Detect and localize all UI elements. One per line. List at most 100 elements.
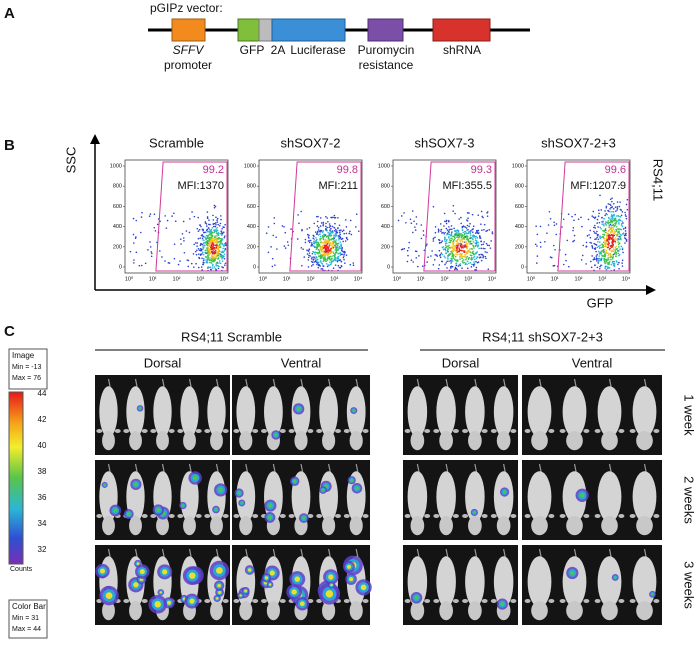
paw: [343, 514, 350, 518]
event-dot: [612, 223, 615, 226]
event-dot: [319, 217, 322, 219]
mouse-body: [597, 471, 622, 523]
event-dot: [596, 266, 599, 269]
mouse-head: [102, 601, 115, 621]
event-dot: [480, 247, 482, 250]
signal: [570, 570, 575, 576]
event-dot: [466, 242, 468, 245]
event-dot: [441, 253, 444, 256]
event-dot: [460, 243, 463, 246]
event-dot: [539, 241, 542, 244]
event-dot: [312, 242, 315, 244]
mouse-image: [95, 460, 230, 540]
event-dot: [468, 248, 471, 250]
event-dot: [624, 230, 627, 232]
mouse-body: [153, 386, 172, 438]
event-dot: [334, 244, 337, 246]
mouse-head: [410, 601, 425, 621]
event-dot: [450, 250, 452, 253]
event-dot: [321, 253, 323, 256]
event-dot: [607, 220, 610, 222]
event-dot: [459, 234, 461, 237]
mouse-body: [527, 556, 552, 608]
event-dot: [182, 220, 185, 223]
event-dot: [461, 267, 463, 270]
event-dot: [612, 214, 615, 217]
signal: [159, 591, 162, 594]
paw: [362, 429, 369, 433]
event-dot: [214, 230, 216, 232]
event-dot: [219, 222, 222, 225]
event-dot: [207, 250, 209, 253]
event-dot: [319, 255, 322, 257]
event-dot: [183, 239, 185, 242]
event-dot: [572, 240, 574, 243]
event-dot: [599, 235, 601, 238]
event-dot: [331, 255, 333, 257]
event-dot: [472, 238, 474, 241]
event-dot: [320, 249, 323, 252]
event-dot: [620, 214, 623, 217]
event-dot: [215, 255, 217, 258]
event-dot: [207, 230, 209, 233]
event-dot: [317, 229, 320, 231]
gfp-box: [237, 18, 260, 42]
event-dot: [223, 257, 226, 260]
row-label: 3 weeks: [682, 561, 697, 609]
event-dot: [334, 264, 337, 266]
event-dot: [219, 241, 222, 244]
event-dot: [334, 222, 336, 225]
event-dot: [596, 218, 599, 221]
event-dot: [597, 215, 600, 217]
event-dot: [197, 230, 200, 233]
event-dot: [474, 239, 477, 242]
event-dot: [319, 225, 322, 227]
event-dot: [450, 233, 453, 236]
mouse-body: [632, 386, 657, 438]
event-dot: [219, 243, 221, 245]
mouse-body: [236, 556, 256, 608]
event-dot: [326, 217, 329, 219]
event-dot: [562, 263, 565, 266]
event-dot: [463, 251, 465, 253]
event-dot: [219, 232, 222, 235]
event-dot: [214, 222, 217, 224]
event-dot: [476, 244, 478, 246]
event-dot: [221, 260, 224, 262]
event-dot: [446, 267, 448, 269]
event-dot: [139, 231, 142, 234]
event-dot: [485, 230, 487, 233]
event-dot: [472, 256, 475, 259]
color-bar-tick: 38: [38, 467, 47, 476]
x-tick-label: 10³: [196, 276, 204, 282]
event-dot: [314, 251, 317, 253]
paw: [462, 599, 469, 603]
event-dot: [209, 245, 211, 247]
event-dot: [455, 243, 458, 246]
event-dot: [461, 253, 464, 255]
event-dot: [432, 205, 435, 208]
paw: [252, 599, 259, 603]
event-dot: [223, 236, 226, 239]
row-label: 1 week: [682, 394, 697, 436]
event-dot: [451, 238, 453, 240]
event-dot: [149, 246, 152, 248]
event-dot: [200, 249, 203, 252]
event-dot: [452, 235, 454, 238]
event-dot: [625, 203, 628, 206]
event-dot: [313, 256, 315, 258]
event-dot: [148, 215, 151, 217]
event-dot: [334, 257, 336, 259]
event-dot: [199, 224, 201, 226]
event-dot: [344, 240, 347, 242]
mouse-body: [436, 556, 456, 608]
event-dot: [332, 252, 335, 254]
signal: [156, 508, 161, 513]
mouse-image: [232, 375, 370, 455]
event-dot: [312, 258, 315, 261]
event-dot: [321, 246, 324, 249]
x-tick-label: 10⁴: [622, 275, 631, 282]
event-dot: [153, 213, 156, 215]
event-dot: [316, 230, 319, 233]
event-dot: [206, 252, 209, 255]
